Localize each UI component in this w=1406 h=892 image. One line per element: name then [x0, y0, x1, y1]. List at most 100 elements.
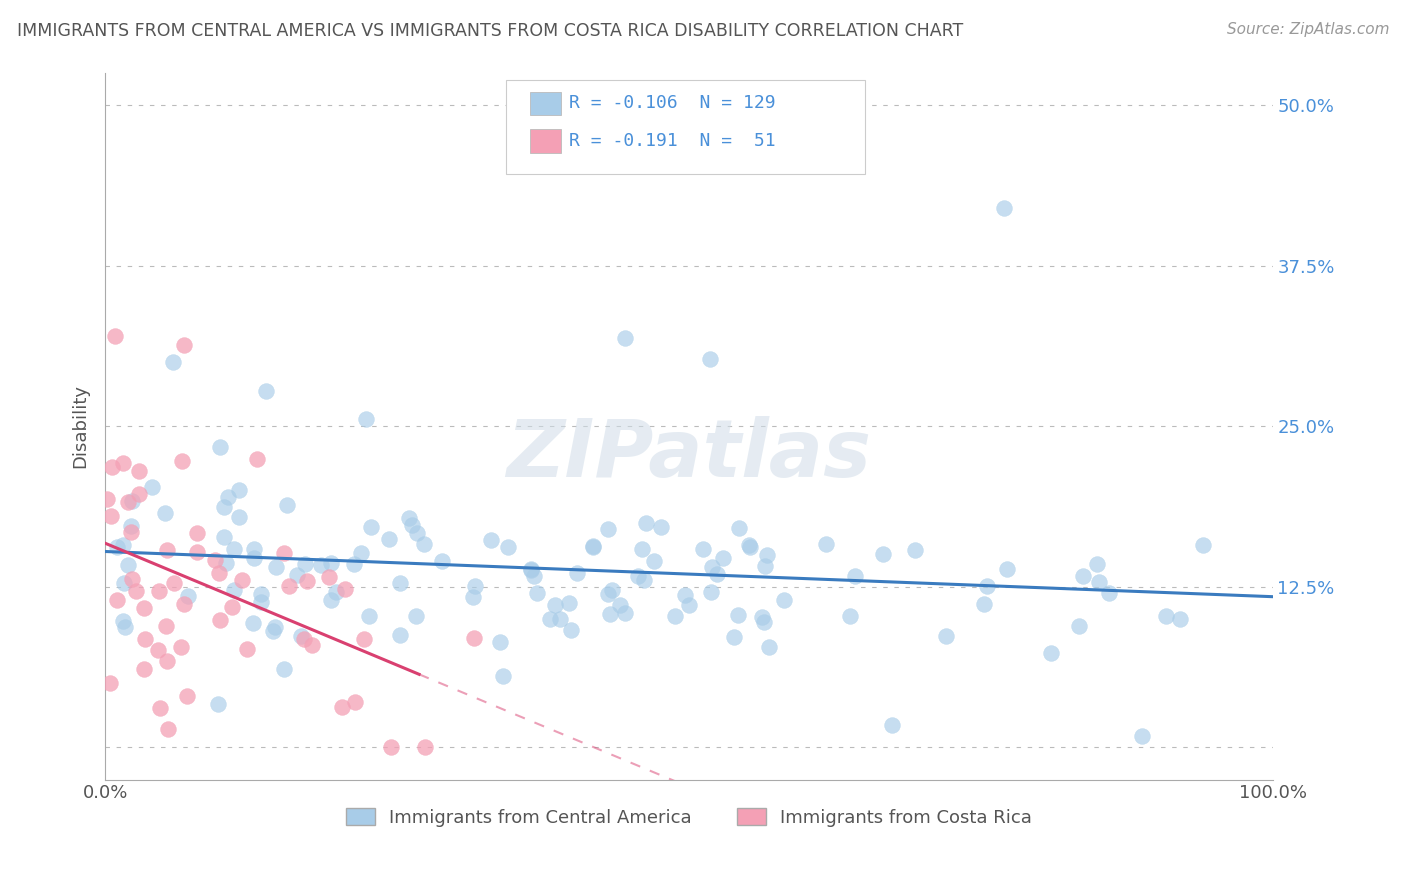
Point — [325, 585, 347, 599]
Point — [706, 566, 728, 581]
Point — [301, 638, 323, 652]
Point — [176, 689, 198, 703]
Point — [872, 547, 894, 561]
Point — [250, 595, 273, 609]
Point — [976, 579, 998, 593]
Point — [222, 582, 245, 597]
Point — [162, 355, 184, 369]
Point — [318, 569, 340, 583]
Point — [728, 521, 751, 535]
Point — [673, 589, 696, 603]
Point — [132, 662, 155, 676]
Point — [170, 640, 193, 655]
Point — [120, 524, 142, 539]
Point — [844, 569, 866, 583]
Point — [973, 597, 995, 611]
Point — [141, 480, 163, 494]
Point — [243, 551, 266, 566]
Point — [100, 509, 122, 524]
Point — [177, 589, 200, 603]
Point — [262, 624, 284, 639]
Point — [582, 540, 605, 554]
Point — [319, 556, 342, 570]
Point — [599, 607, 621, 622]
Point — [157, 723, 180, 737]
Point — [148, 583, 170, 598]
Point — [134, 632, 156, 646]
Point — [598, 587, 620, 601]
Point — [627, 568, 650, 582]
Point — [526, 586, 548, 600]
Point — [242, 616, 264, 631]
Point — [276, 498, 298, 512]
Point — [664, 608, 686, 623]
Point — [208, 441, 231, 455]
Point — [1039, 646, 1062, 660]
Point — [567, 566, 589, 580]
Point — [614, 331, 637, 345]
Point — [614, 606, 637, 620]
Point — [149, 701, 172, 715]
Point — [1130, 729, 1153, 743]
Point — [388, 576, 411, 591]
Point — [231, 573, 253, 587]
Point — [903, 543, 925, 558]
Point — [727, 607, 749, 622]
Point — [1154, 609, 1177, 624]
Point — [544, 598, 567, 612]
Point — [995, 562, 1018, 576]
Point — [186, 526, 208, 541]
Point — [463, 631, 485, 645]
Point — [156, 654, 179, 668]
Point — [343, 557, 366, 571]
Point — [738, 541, 761, 555]
Point — [256, 384, 278, 398]
Point — [838, 608, 860, 623]
Point — [111, 614, 134, 628]
Point — [359, 608, 381, 623]
Point — [250, 587, 273, 601]
Point — [235, 642, 257, 657]
Point — [228, 509, 250, 524]
Point — [163, 576, 186, 591]
Point — [678, 598, 700, 612]
Point — [146, 643, 169, 657]
Point — [153, 506, 176, 520]
Point — [353, 632, 375, 646]
Point — [215, 556, 238, 570]
Point — [491, 669, 513, 683]
Point — [692, 542, 714, 557]
Legend: Immigrants from Central America, Immigrants from Costa Rica: Immigrants from Central America, Immigra… — [339, 801, 1039, 834]
Point — [935, 629, 957, 643]
Point — [128, 487, 150, 501]
Point — [633, 574, 655, 588]
Point — [398, 511, 420, 525]
Point — [204, 553, 226, 567]
Point — [1069, 619, 1091, 633]
Point — [738, 538, 761, 552]
Text: IMMIGRANTS FROM CENTRAL AMERICA VS IMMIGRANTS FROM COSTA RICA DISABILITY CORRELA: IMMIGRANTS FROM CENTRAL AMERICA VS IMMIG… — [17, 22, 963, 40]
Point — [756, 548, 779, 562]
Y-axis label: Disability: Disability — [72, 384, 89, 468]
Point — [1168, 612, 1191, 626]
Text: R = -0.191  N =  51: R = -0.191 N = 51 — [569, 132, 776, 150]
Point — [360, 519, 382, 533]
Point — [321, 593, 343, 607]
Text: ZIPatlas: ZIPatlas — [506, 416, 872, 493]
Point — [406, 526, 429, 541]
Point — [993, 201, 1015, 215]
Point — [221, 599, 243, 614]
Point — [388, 627, 411, 641]
Point — [880, 718, 903, 732]
Point — [207, 698, 229, 712]
Point — [120, 519, 142, 533]
Point — [650, 520, 672, 534]
Point — [112, 456, 135, 470]
Point — [754, 615, 776, 629]
Point — [208, 566, 231, 580]
Point — [378, 532, 401, 546]
Point — [155, 619, 177, 633]
Point — [294, 557, 316, 571]
Point — [114, 620, 136, 634]
Point — [266, 559, 288, 574]
